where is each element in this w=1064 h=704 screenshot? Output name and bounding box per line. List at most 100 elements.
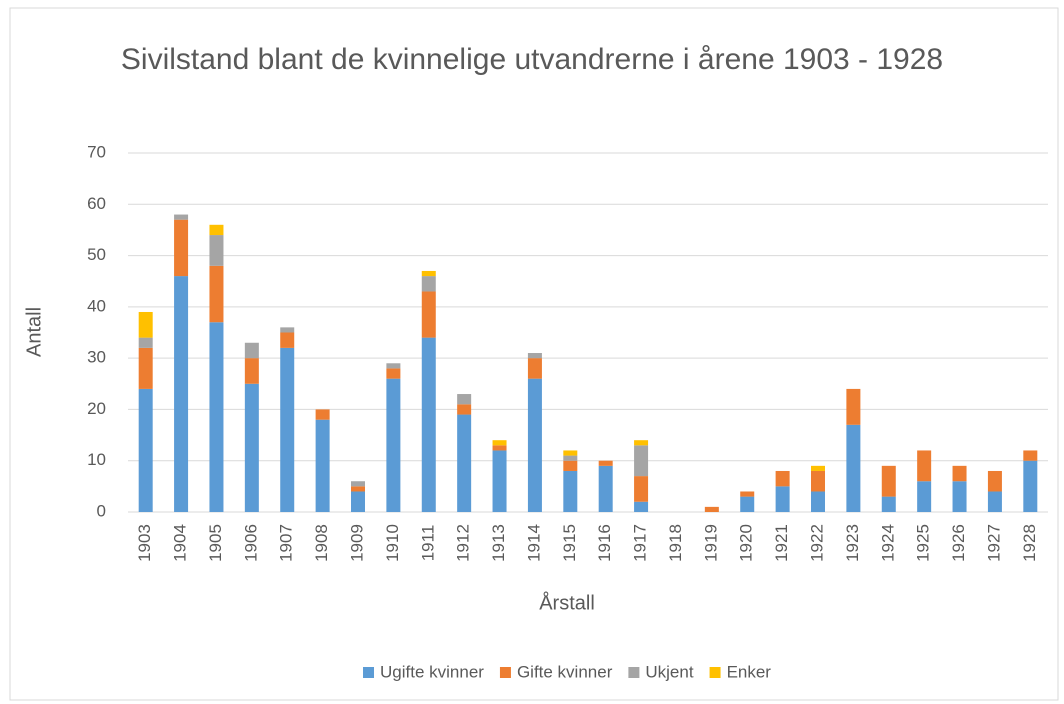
y-tick-label: 70 <box>87 142 106 161</box>
bar-segment <box>1023 450 1038 461</box>
y-tick-label: 0 <box>97 501 106 520</box>
bar-segment <box>421 337 436 512</box>
bar-segment <box>881 496 896 512</box>
bar-segment <box>386 378 401 512</box>
bar-segment <box>846 388 861 425</box>
bar-segment <box>527 353 542 359</box>
bar-segment <box>563 460 578 471</box>
bar-segment <box>811 470 825 492</box>
x-tick-label: 1925 <box>914 524 933 562</box>
bar-segment <box>138 311 153 338</box>
bar-segment <box>386 363 401 369</box>
legend-swatch <box>499 667 511 678</box>
bar-segment <box>138 388 153 512</box>
x-tick-label: 1922 <box>807 524 826 562</box>
bar-segment <box>846 424 861 512</box>
legend-label: Enker <box>727 662 772 681</box>
x-tick-label: 1908 <box>312 524 331 562</box>
bar-segment <box>527 358 542 379</box>
bar-segment <box>881 465 896 497</box>
bar-segment <box>563 450 578 456</box>
bar-segment <box>952 481 967 512</box>
x-tick-label: 1926 <box>949 524 968 562</box>
legend-swatch <box>628 667 640 678</box>
bar-segment <box>280 327 295 333</box>
bar-segment <box>634 445 649 477</box>
x-tick-label: 1915 <box>560 524 579 562</box>
x-tick-label: 1909 <box>347 524 366 562</box>
x-tick-label: 1912 <box>454 524 473 562</box>
x-axis-title: Årstall <box>539 591 595 614</box>
bar-segment <box>563 455 578 461</box>
bar-segment <box>351 486 365 492</box>
x-tick-label: 1924 <box>878 524 897 562</box>
x-tick-label: 1916 <box>595 524 614 562</box>
bar-segment <box>209 265 224 323</box>
y-tick-label: 60 <box>87 194 106 213</box>
bar-segment <box>917 481 932 512</box>
legend-swatch <box>363 667 375 678</box>
x-tick-label: 1917 <box>631 524 650 562</box>
y-tick-label: 50 <box>87 245 106 264</box>
chart-title: Sivilstand blant de kvinnelige utvandrer… <box>120 43 944 76</box>
bar-segment <box>351 491 365 512</box>
x-tick-label: 1928 <box>1020 524 1039 562</box>
bar-segment <box>987 470 1002 492</box>
bar-segment <box>174 219 189 277</box>
bar-segment <box>244 358 259 384</box>
bar-segment <box>421 291 436 338</box>
bar-segment <box>917 450 932 482</box>
legend-swatch <box>709 667 721 678</box>
x-tick-label: 1920 <box>737 524 756 562</box>
y-tick-label: 40 <box>87 296 106 315</box>
bar-segment <box>315 409 330 420</box>
bar-segment <box>775 486 790 512</box>
x-tick-label: 1918 <box>666 524 685 562</box>
bar-segment <box>138 347 153 389</box>
bar-segment <box>280 332 295 348</box>
bar-segment <box>492 450 507 512</box>
x-tick-label: 1921 <box>772 524 791 562</box>
bar-segment <box>987 491 1002 512</box>
y-axis-title: Antall <box>23 307 45 357</box>
bar-segment <box>457 394 472 405</box>
x-tick-label: 1923 <box>843 524 862 562</box>
bar-segment <box>386 368 401 379</box>
x-tick-label: 1919 <box>701 524 720 562</box>
bar-segment <box>634 476 649 502</box>
bar-segment <box>740 491 755 497</box>
y-tick-label: 20 <box>87 399 106 418</box>
y-tick-label: 30 <box>87 348 106 367</box>
bar-segment <box>351 481 365 487</box>
bar-segment <box>634 440 649 446</box>
x-tick-label: 1904 <box>171 524 190 562</box>
bar-segment <box>563 470 578 512</box>
bar-segment <box>315 419 330 512</box>
bar-segment <box>1023 460 1038 512</box>
bar-segment <box>421 270 436 277</box>
legend-label: Ukjent <box>645 662 693 681</box>
x-tick-label: 1905 <box>206 524 225 562</box>
x-tick-label: 1907 <box>277 524 296 562</box>
bar-segment <box>174 214 189 220</box>
bar-segment <box>457 404 472 415</box>
bar-segment <box>209 235 224 266</box>
y-tick-label: 10 <box>87 450 106 469</box>
bar-segment <box>457 414 472 512</box>
legend-label: Ugifte kvinner <box>380 662 484 681</box>
x-tick-label: 1910 <box>383 524 402 562</box>
x-tick-label: 1903 <box>135 524 154 562</box>
bar-segment <box>492 440 507 446</box>
bar-segment <box>174 276 189 512</box>
bar-segment <box>634 501 649 512</box>
bar-segment <box>209 322 224 512</box>
x-tick-label: 1906 <box>241 524 260 562</box>
bar-segment <box>138 337 153 348</box>
bar-segment <box>280 347 295 512</box>
legend-label: Gifte kvinner <box>517 662 613 681</box>
bar-segment <box>492 445 507 451</box>
x-tick-label: 1927 <box>984 524 1003 562</box>
bar-segment <box>244 383 259 512</box>
bar-segment <box>244 342 259 359</box>
